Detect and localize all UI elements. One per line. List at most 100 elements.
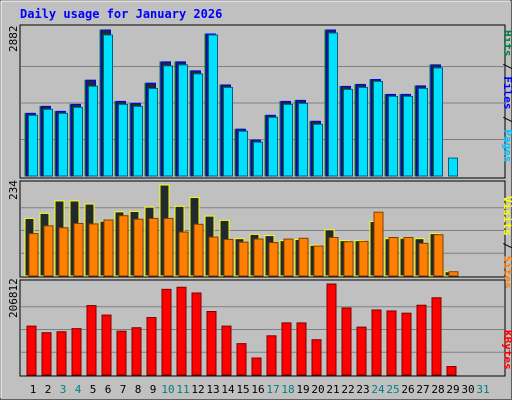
kbytes-panel-ymax-label: 206812 xyxy=(7,278,20,318)
bar-pages-day-5 xyxy=(88,85,98,177)
bar-kbytes-day-16 xyxy=(251,357,262,376)
bar-kbytes-day-19 xyxy=(296,322,307,376)
bar-pages-day-8 xyxy=(133,105,143,177)
bar-kbytes-day-11 xyxy=(176,286,187,376)
bar-sites-day-17 xyxy=(268,242,279,277)
bar-sites-day-16 xyxy=(253,238,264,277)
bar-kbytes-day-1 xyxy=(26,325,37,376)
visits-sites-panel: 234 Visits / Sites xyxy=(7,180,512,289)
visits-panel-bars xyxy=(24,184,459,277)
bar-kbytes-day-17 xyxy=(266,335,277,376)
bar-kbytes-day-14 xyxy=(221,325,232,376)
bar-kbytes-day-24 xyxy=(371,309,382,376)
bar-sites-day-3 xyxy=(58,227,69,277)
x-tick-day-2: 2 xyxy=(45,383,52,396)
x-tick-day-3: 3 xyxy=(60,383,67,396)
bar-sites-day-28 xyxy=(433,234,444,277)
bar-kbytes-day-2 xyxy=(41,332,52,376)
bar-kbytes-day-3 xyxy=(56,331,67,376)
bar-pages-day-13 xyxy=(208,34,218,177)
x-tick-day-6: 6 xyxy=(105,383,112,396)
kbytes-panel-bars xyxy=(26,283,457,376)
bar-pages-day-3 xyxy=(58,112,68,177)
bar-sites-day-4 xyxy=(73,223,84,277)
bar-pages-day-26 xyxy=(403,95,413,177)
kbytes-panel-side-label: KBytes xyxy=(501,330,512,370)
bar-kbytes-day-9 xyxy=(146,317,157,376)
bar-sites-day-15 xyxy=(238,241,249,277)
hits-files-pages-panel: 2882 Hits / Files / Pages xyxy=(7,24,512,179)
bar-pages-day-18 xyxy=(283,103,293,177)
hits-panel-bars xyxy=(24,29,458,177)
x-tick-day-31: 31 xyxy=(476,383,489,396)
chart-title: Daily usage for January 2026 xyxy=(20,7,222,21)
x-tick-day-7: 7 xyxy=(120,383,127,396)
bar-kbytes-day-13 xyxy=(206,311,217,376)
x-tick-day-12: 12 xyxy=(191,383,204,396)
x-tick-day-18: 18 xyxy=(281,383,294,396)
x-axis-day-labels: 1 2 3 4 5 6 7 8 9 10 11 12 13 14 15 16 17 18 19 20 21 22 23 24 2… xyxy=(30,383,490,396)
bar-kbytes-day-12 xyxy=(191,292,202,376)
hits-panel-ymax-label: 2882 xyxy=(7,26,20,53)
x-tick-day-27: 27 xyxy=(416,383,429,396)
bar-pages-day-11 xyxy=(178,64,188,177)
bar-sites-day-29 xyxy=(448,271,459,277)
bar-kbytes-day-4 xyxy=(71,328,82,376)
bar-kbytes-day-20 xyxy=(311,339,322,376)
x-tick-day-21: 21 xyxy=(326,383,339,396)
bar-pages-day-23 xyxy=(358,86,368,177)
bar-sites-day-10 xyxy=(163,217,174,277)
legend-separator: / xyxy=(501,57,512,77)
bar-sites-day-27 xyxy=(418,242,429,277)
bar-pages-day-17 xyxy=(268,116,278,177)
bar-pages-day-14 xyxy=(223,86,233,177)
x-tick-day-13: 13 xyxy=(206,383,219,396)
x-tick-day-5: 5 xyxy=(90,383,97,396)
bar-pages-day-10 xyxy=(163,65,173,177)
x-tick-day-16: 16 xyxy=(251,383,264,396)
bar-kbytes-day-6 xyxy=(101,314,112,376)
bar-sites-day-1 xyxy=(28,233,39,277)
bar-sites-day-23 xyxy=(358,240,369,277)
bar-pages-day-6 xyxy=(103,34,113,177)
bar-pages-day-20 xyxy=(313,123,323,177)
bar-pages-day-16 xyxy=(253,141,263,177)
bar-sites-day-7 xyxy=(118,215,129,277)
x-tick-day-4: 4 xyxy=(75,383,82,396)
bar-kbytes-day-28 xyxy=(431,297,442,376)
legend-kbytes: KBytes xyxy=(501,330,512,370)
bar-kbytes-day-8 xyxy=(131,327,142,376)
x-tick-day-15: 15 xyxy=(236,383,249,396)
x-tick-day-23: 23 xyxy=(356,383,369,396)
bar-kbytes-day-10 xyxy=(161,288,172,376)
x-tick-day-20: 20 xyxy=(311,383,324,396)
x-tick-day-19: 19 xyxy=(296,383,309,396)
bar-kbytes-day-27 xyxy=(416,304,427,376)
bar-pages-day-7 xyxy=(118,103,128,177)
x-tick-day-1: 1 xyxy=(30,383,37,396)
bar-sites-day-20 xyxy=(313,245,324,277)
bar-pages-day-21 xyxy=(328,32,338,177)
bar-sites-day-6 xyxy=(103,219,114,277)
bar-pages-day-19 xyxy=(298,102,308,177)
bar-kbytes-day-18 xyxy=(281,322,292,376)
bar-sites-day-21 xyxy=(328,237,339,277)
bar-kbytes-day-15 xyxy=(236,343,247,376)
legend-hits: Hits xyxy=(501,30,512,57)
bar-pages-day-22 xyxy=(343,88,353,177)
bar-pages-day-4 xyxy=(73,106,83,177)
bar-sites-day-2 xyxy=(43,225,54,277)
x-tick-day-17: 17 xyxy=(266,383,279,396)
bar-pages-day-9 xyxy=(148,87,158,177)
bar-kbytes-day-21 xyxy=(326,283,337,376)
bar-pages-day-24 xyxy=(373,80,383,177)
bar-sites-day-8 xyxy=(133,218,144,277)
bar-sites-day-11 xyxy=(178,231,189,277)
x-tick-day-30: 30 xyxy=(461,383,474,396)
bar-pages-day-29 xyxy=(448,157,458,177)
bar-kbytes-day-23 xyxy=(356,326,367,376)
legend-sites: Sites xyxy=(501,256,512,289)
bar-sites-day-5 xyxy=(88,223,99,277)
legend-visits: Visits xyxy=(501,196,512,236)
